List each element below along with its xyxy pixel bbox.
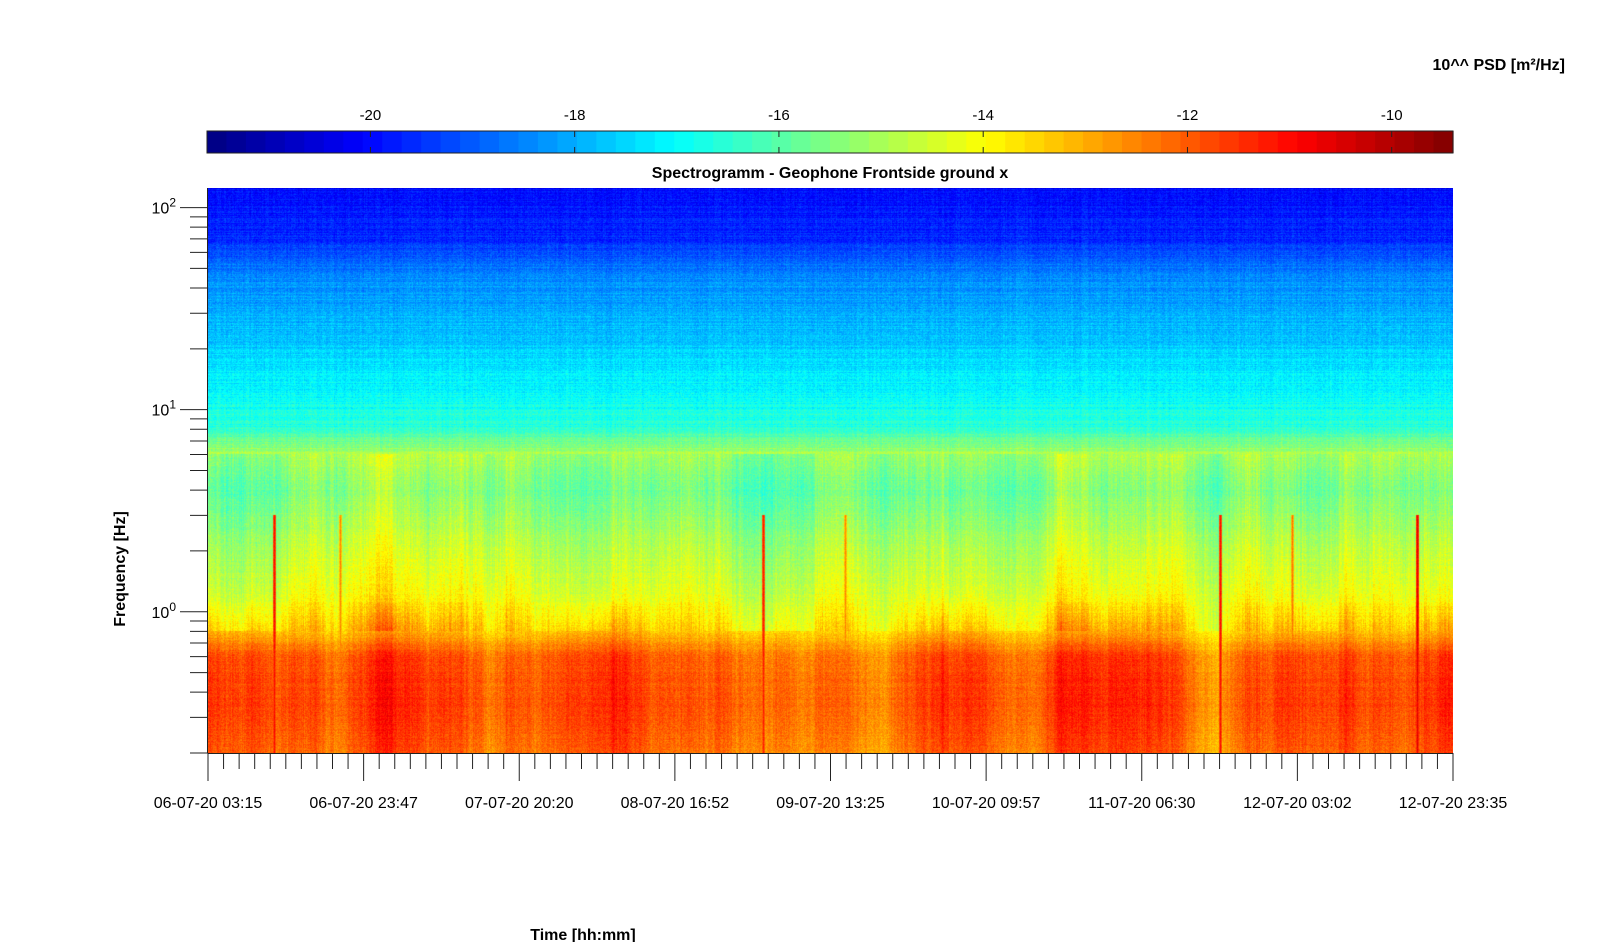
x-axis: 06-07-20 03:15 06-07-20 23:47 07-07-20 20:… [154, 753, 1508, 812]
y-axis: 102 101 100 [152, 188, 208, 754]
y-tick-label: 100 [152, 600, 177, 622]
colorbar-cell [1277, 131, 1298, 153]
colorbar-cell [421, 131, 442, 153]
colorbar-tick-label: -18 [564, 107, 586, 124]
colorbar-cell [245, 131, 267, 153]
colorbar-cell [518, 131, 539, 153]
colorbar-cell [771, 131, 792, 153]
colorbar-cell [460, 131, 481, 153]
colorbar-cell [265, 131, 286, 153]
colorbar-cell [1199, 131, 1220, 153]
colorbar-cell [1102, 131, 1123, 153]
colorbar-label: 10^^ PSD [m²/Hz] [1433, 57, 1565, 74]
colorbar-cell [674, 131, 695, 153]
colorbar-gradient [207, 131, 1454, 153]
colorbar-cell [1258, 131, 1279, 153]
colorbar-cell [1336, 131, 1357, 153]
colorbar-cell [810, 131, 831, 153]
spectrogram-heatmap [208, 188, 1453, 753]
colorbar-cell [304, 131, 325, 153]
x-tick-label: 06-07-20 23:47 [309, 795, 418, 812]
colorbar-cell [1238, 131, 1259, 153]
colorbar-cell [1433, 131, 1454, 153]
colorbar-cell [927, 131, 948, 153]
colorbar-cell [207, 131, 228, 153]
colorbar-cell [401, 131, 422, 153]
colorbar-cell [440, 131, 461, 153]
colorbar-cell [1355, 131, 1376, 153]
colorbar-cell [732, 131, 753, 153]
colorbar-cell [1219, 131, 1240, 153]
colorbar-cell [1316, 131, 1337, 153]
colorbar-cell [1414, 131, 1435, 153]
y-axis-label: Frequency [Hz] [112, 511, 129, 627]
colorbar-cell [830, 131, 851, 153]
colorbar-cell [713, 131, 734, 153]
x-tick-label: 10-07-20 09:57 [932, 795, 1041, 812]
colorbar-cell [868, 131, 890, 153]
colorbar-cell [537, 131, 559, 153]
colorbar-cell [1160, 131, 1182, 153]
x-tick-label: 12-07-20 23:35 [1399, 795, 1508, 812]
colorbar-tick-label: -14 [972, 107, 994, 124]
colorbar-tick-label: -12 [1177, 107, 1199, 124]
colorbar-cell [596, 131, 617, 153]
colorbar-cell [1044, 131, 1065, 153]
x-tick-label: 12-07-20 03:02 [1243, 795, 1352, 812]
colorbar: -20 -18 -16 -14 -12 -10 [206, 107, 1454, 154]
colorbar-cell [985, 131, 1006, 153]
colorbar-cell [499, 131, 520, 153]
colorbar-cell [1375, 131, 1396, 153]
colorbar-cell [576, 131, 597, 153]
colorbar-cell [1122, 131, 1143, 153]
colorbar-cell [693, 131, 714, 153]
x-tick-label: 09-07-20 13:25 [776, 795, 885, 812]
colorbar-cell [1141, 131, 1162, 153]
colorbar-cell [888, 131, 909, 153]
x-tick-label: 08-07-20 16:52 [621, 795, 730, 812]
x-tick-label: 07-07-20 20:20 [465, 795, 574, 812]
colorbar-tick-label: -20 [360, 107, 382, 124]
colorbar-cell [226, 131, 247, 153]
colorbar-cell [966, 131, 987, 153]
colorbar-cell [849, 131, 870, 153]
colorbar-cell [907, 131, 928, 153]
spectrogram-plot-area [208, 188, 1453, 753]
colorbar-cell [1180, 131, 1201, 153]
colorbar-cell [323, 131, 344, 153]
x-tick-label: 06-07-20 03:15 [154, 795, 263, 812]
colorbar-cell [654, 131, 675, 153]
colorbar-cell [557, 131, 578, 153]
colorbar-cell [752, 131, 773, 153]
colorbar-cell [635, 131, 656, 153]
colorbar-cell [382, 131, 403, 153]
colorbar-cell [343, 131, 364, 153]
colorbar-cell [362, 131, 383, 153]
colorbar-cell [791, 131, 812, 153]
colorbar-cell [1297, 131, 1318, 153]
chart-title: Spectrogramm - Geophone Frontside ground… [652, 165, 1009, 182]
colorbar-tick-label: -16 [768, 107, 790, 124]
colorbar-cell [1024, 131, 1045, 153]
colorbar-tick-label: -10 [1381, 107, 1403, 124]
colorbar-frame [206, 130, 1454, 154]
colorbar-cell [1394, 131, 1415, 153]
colorbar-cell [1005, 131, 1026, 153]
colorbar-cell [479, 131, 500, 153]
y-tick-label: 101 [152, 398, 177, 420]
colorbar-cell [615, 131, 636, 153]
x-tick-label: 11-07-20 06:30 [1088, 795, 1195, 812]
colorbar-cell [946, 131, 967, 153]
colorbar-cell [1063, 131, 1084, 153]
colorbar-cell [1083, 131, 1104, 153]
colorbar-ticks: -20 -18 -16 -14 -12 -10 [360, 107, 1403, 153]
x-axis-label: Time [hh:mm] [530, 927, 635, 942]
y-tick-label: 102 [152, 196, 177, 218]
colorbar-cell [284, 131, 305, 153]
